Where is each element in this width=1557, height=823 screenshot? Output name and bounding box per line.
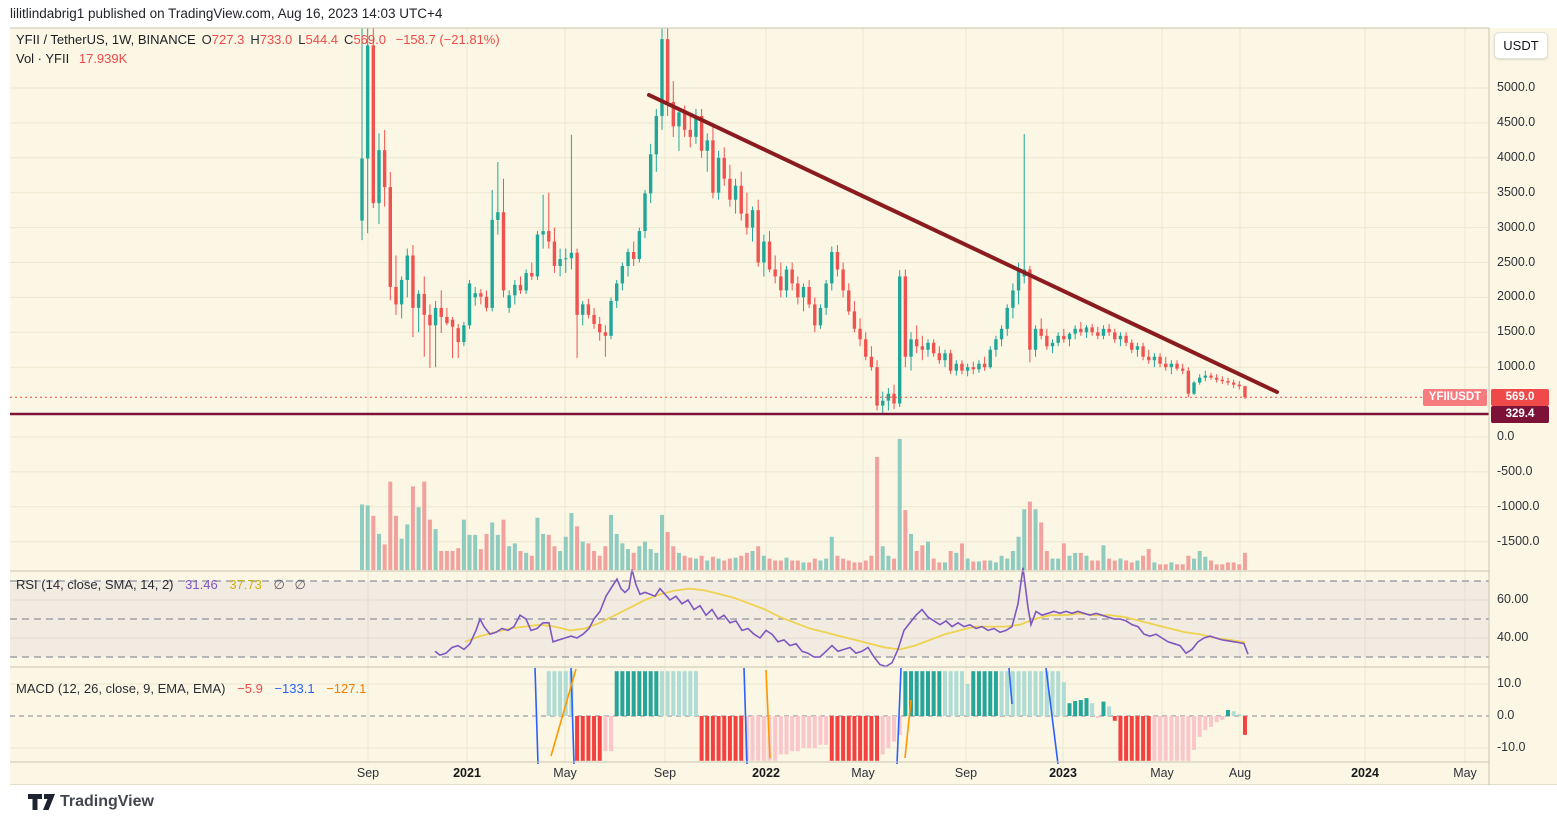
rsi-band-lower-value: ∅: [294, 577, 306, 592]
rsi-axis-tick: 40.00: [1497, 630, 1529, 644]
time-axis-tick: 2021: [453, 766, 481, 780]
footer: TradingView: [0, 785, 1557, 823]
time-axis-tick: Sep: [356, 766, 380, 780]
rsi-axis-tick: 60.00: [1497, 592, 1529, 606]
published-caption: lilitlindabrig1 published on TradingView…: [10, 6, 443, 21]
tradingview-logo-icon[interactable]: [28, 794, 62, 812]
price-axis-tick: 1500.0: [1497, 324, 1536, 339]
price-axis-tick: -1000.0: [1497, 498, 1540, 513]
volume-value: 17.939K: [78, 51, 128, 66]
tradingview-brand-text[interactable]: TradingView: [60, 793, 154, 810]
macd-hist-value: −5.9: [237, 681, 263, 696]
price-axis-tick: 4500.0: [1497, 114, 1536, 129]
rsi-legend-row[interactable]: RSI (14, close, SMA, 14, 2) 31.46 37.73 …: [16, 577, 306, 593]
price-axis-tick: 5000.0: [1497, 80, 1536, 94]
rsi-sma-value: 37.73: [229, 577, 262, 592]
price-axis-tick: 3000.0: [1497, 219, 1536, 234]
time-axis-tick: Sep: [954, 766, 978, 780]
ohlc-value: 544.4: [305, 32, 339, 47]
time-axis-tick: Sep: [653, 766, 677, 780]
rsi-title: RSI (14, close, SMA, 14, 2): [16, 577, 174, 592]
ohlc-key: L: [298, 32, 306, 47]
volume-legend-row[interactable]: Vol · YFII 17.939K: [16, 51, 127, 66]
volume-label: Vol · YFII: [16, 51, 70, 66]
ohlc-key: H: [250, 32, 260, 47]
ohlc-key: O: [201, 32, 212, 47]
price-axis-tick: -1500.0: [1497, 533, 1540, 548]
macd-axis-tick: 0.0: [1497, 708, 1515, 722]
ohlc-key: C: [344, 32, 354, 47]
rsi-value: 31.46: [185, 577, 218, 592]
price-axis-tick: -500.0: [1497, 463, 1533, 478]
ohlc-value: 733.0: [259, 32, 293, 47]
macd-title: MACD (12, 26, close, 9, EMA, EMA): [16, 681, 226, 696]
macd-signal-value: −127.1: [326, 681, 367, 696]
symbol-price-tag: YFIIUSDT: [1423, 388, 1487, 406]
time-axis-tick: Aug: [1228, 766, 1252, 780]
last-price-badge: 569.0: [1491, 388, 1549, 406]
change-value: −158.7 (−21.81%): [395, 32, 500, 47]
level-price-badge: 329.4: [1491, 405, 1549, 423]
ohlc-value: 569.0: [353, 32, 386, 47]
published-header: lilitlindabrig1 published on TradingView…: [0, 0, 1557, 28]
ohlc-values: O727.3 H733.0 L544.4 C569.0: [196, 32, 386, 47]
time-axis-tick: 2022: [752, 766, 780, 780]
time-axis-tick: 2023: [1049, 766, 1077, 780]
time-axis-tick: May: [553, 766, 577, 780]
ohlc-value: 727.3: [211, 32, 245, 47]
price-axis-tick: 2000.0: [1497, 289, 1536, 304]
price-axis-tick: 1000.0: [1497, 359, 1536, 374]
macd-axis-tick: -10.0: [1497, 740, 1526, 754]
macd-line-value: −133.1: [274, 681, 315, 696]
time-axis-tick: 2024: [1351, 766, 1379, 780]
price-axis-tick: 3500.0: [1497, 184, 1536, 199]
price-axis-tick: 4000.0: [1497, 149, 1536, 164]
symbol-legend-row[interactable]: YFII / TetherUS, 1W, BINANCE O727.3 H733.0…: [16, 32, 500, 47]
time-axis-tick: May: [1150, 766, 1174, 780]
time-axis-tick: May: [1453, 766, 1477, 780]
rsi-band-upper-value: ∅: [273, 577, 285, 592]
chart-background: [10, 28, 1557, 785]
price-axis-tick: 0.0: [1497, 429, 1515, 443]
symbol-title: YFII / TetherUS, 1W, BINANCE: [16, 32, 196, 47]
currency-toggle-button[interactable]: USDT: [1494, 32, 1548, 59]
macd-legend-row[interactable]: MACD (12, 26, close, 9, EMA, EMA) −5.9 −…: [16, 681, 366, 696]
price-axis-tick: 2500.0: [1497, 254, 1536, 269]
macd-axis-tick: 10.0: [1497, 676, 1522, 690]
time-axis-tick: May: [851, 766, 875, 780]
